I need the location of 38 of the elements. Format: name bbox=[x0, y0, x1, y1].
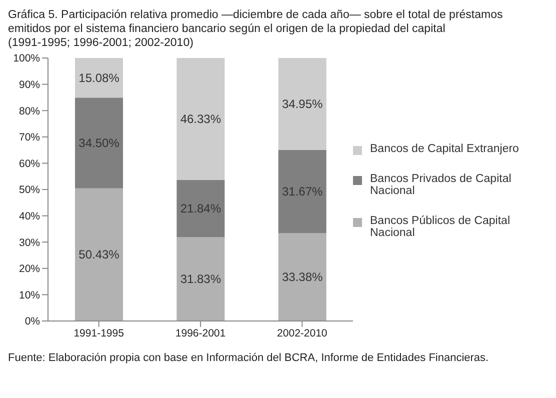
data-label: 31.67% bbox=[282, 184, 324, 199]
chart-title: Gráfica 5. Participación relativa promedio —diciembre de cada año— sobre el total de préstamos emitidos por el sistema financiero bancario según el origen de la propiedad del capital bbox=[8, 8, 504, 36]
data-label: 31.83% bbox=[180, 272, 222, 286]
data-label: 33.38% bbox=[282, 270, 324, 284]
data-label: 21.84% bbox=[180, 202, 222, 216]
bar bbox=[75, 188, 123, 321]
y-tick-label: 90% bbox=[18, 79, 40, 92]
y-tick-label: 30% bbox=[18, 236, 40, 249]
y-tick-label: 100% bbox=[13, 52, 40, 65]
y-tick-label: 0% bbox=[24, 316, 40, 328]
source-note: Fuente: Elaboración propia con base en Información del BCRA, Informe de Entidades Financieras. bbox=[8, 352, 490, 364]
legend-label: Bancos Privados de Capital Nacional bbox=[370, 173, 512, 197]
x-tick-label: 2002-2010 bbox=[277, 327, 328, 340]
x-tick-label: 1991-1995 bbox=[74, 327, 124, 340]
bar bbox=[278, 150, 326, 234]
y-tick-label: 40% bbox=[18, 210, 40, 223]
data-label: 46.33% bbox=[180, 112, 222, 126]
data-label: 34.50% bbox=[78, 136, 120, 150]
chart-subtitle: (1991-1995; 1996-2001; 2002-2010) bbox=[8, 36, 194, 50]
bar bbox=[75, 98, 123, 188]
y-tick-label: 80% bbox=[18, 105, 40, 118]
data-label: 15.08% bbox=[78, 70, 120, 85]
bar bbox=[75, 58, 123, 98]
y-tick-label: 50% bbox=[18, 184, 40, 196]
y-tick-label: 70% bbox=[18, 132, 40, 144]
y-tick-label: 10% bbox=[18, 289, 40, 302]
x-tick-label: 1996-2001 bbox=[175, 327, 226, 340]
y-tick-label: 20% bbox=[18, 263, 40, 276]
data-label: 34.95% bbox=[282, 96, 324, 111]
bar bbox=[176, 180, 225, 238]
bar bbox=[176, 237, 225, 321]
data-label: 50.43% bbox=[78, 248, 120, 262]
y-tick-label: 60% bbox=[18, 158, 40, 170]
legend-label: Bancos de Capital Extranjero bbox=[370, 143, 519, 155]
bar bbox=[278, 58, 326, 150]
bar bbox=[278, 233, 326, 321]
bar bbox=[176, 58, 225, 180]
legend-label: Bancos Públicos de Capital Nacional bbox=[370, 215, 511, 239]
